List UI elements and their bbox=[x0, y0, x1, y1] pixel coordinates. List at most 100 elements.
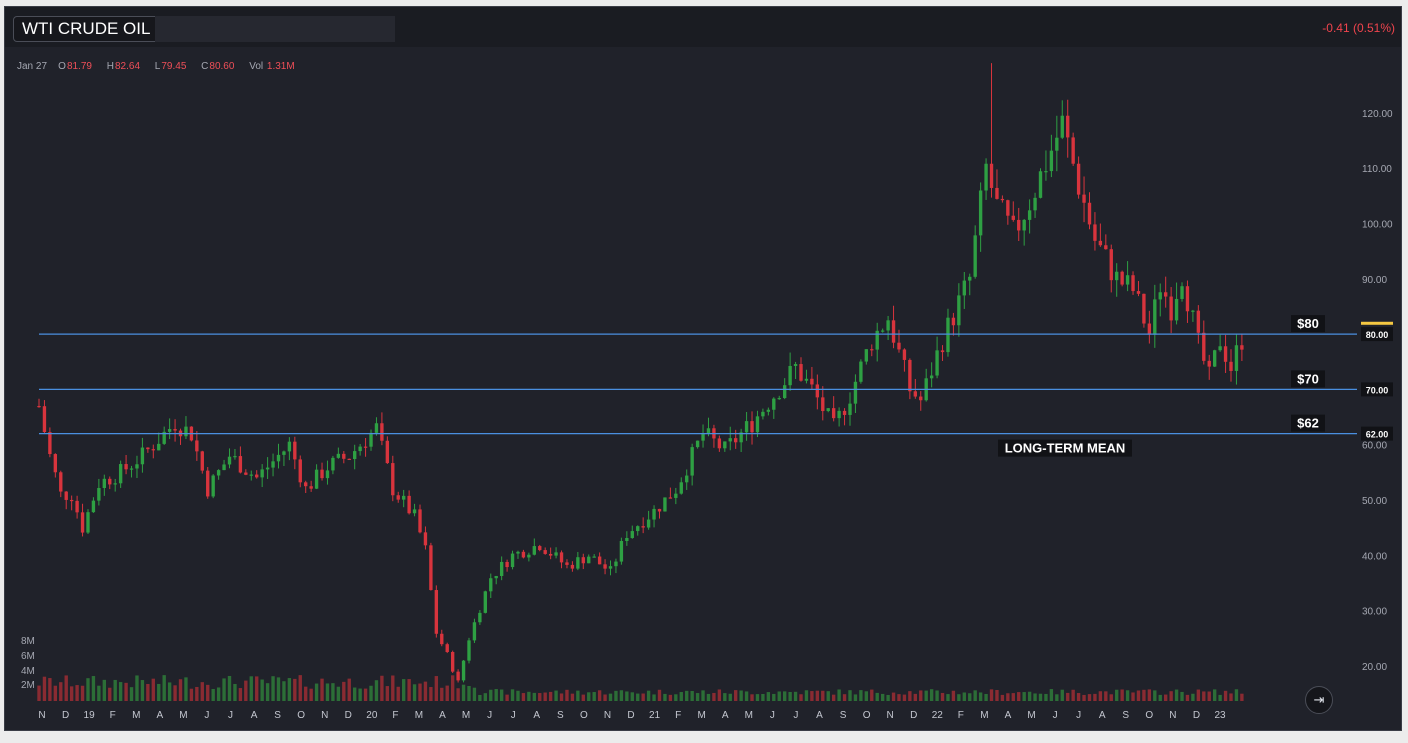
volume-bar bbox=[826, 691, 830, 701]
volume-bar bbox=[799, 694, 803, 701]
candle-body bbox=[597, 556, 602, 565]
volume-bar bbox=[1169, 691, 1173, 701]
candle-body bbox=[701, 433, 705, 441]
volume-bar bbox=[723, 693, 727, 701]
high-label: H bbox=[106, 61, 114, 72]
volume-bar bbox=[80, 685, 85, 701]
volume-bar bbox=[238, 688, 243, 701]
candle-body bbox=[423, 532, 428, 546]
volume-bar bbox=[1164, 694, 1168, 701]
candle-body bbox=[728, 438, 732, 442]
volume-bar bbox=[1087, 694, 1092, 701]
price-chart[interactable]: 20.00 30.00 40.00 50.00 60.00 70.00 80.00 90.00… bbox=[5, 7, 1401, 730]
volume-bar bbox=[320, 678, 324, 701]
candle-body bbox=[543, 550, 547, 554]
volume-bar bbox=[554, 690, 558, 701]
volume-bar bbox=[587, 692, 591, 701]
candle-body bbox=[151, 449, 155, 451]
candle-body bbox=[445, 644, 449, 653]
volume-bar bbox=[565, 689, 569, 701]
axis-price-tag-bg bbox=[1361, 382, 1393, 397]
candle-body bbox=[37, 405, 41, 408]
x-tick-label: D bbox=[62, 710, 69, 721]
volume-bar bbox=[668, 694, 673, 701]
x-tick-label: O bbox=[863, 710, 871, 721]
volume-bar bbox=[919, 690, 923, 701]
volume-bar bbox=[391, 675, 395, 701]
volume-bar bbox=[173, 685, 177, 701]
volume-bar bbox=[739, 690, 743, 701]
volume-bar bbox=[309, 688, 313, 701]
x-tick-label: D bbox=[345, 710, 352, 721]
volume-bar bbox=[1212, 689, 1217, 701]
candle-body bbox=[162, 431, 166, 444]
candle-body bbox=[1131, 275, 1135, 292]
volume-bar bbox=[717, 689, 722, 701]
volume-bar bbox=[875, 692, 879, 701]
candle-body bbox=[842, 410, 847, 415]
volume-bar bbox=[734, 690, 738, 701]
candle-body bbox=[1076, 163, 1081, 195]
candle-body bbox=[113, 483, 117, 485]
y-tick-label: 100.00 bbox=[1362, 220, 1393, 231]
volume-bar bbox=[1185, 694, 1190, 701]
x-tick-label: J bbox=[511, 710, 516, 721]
candle-body bbox=[755, 416, 760, 433]
volume-bar bbox=[440, 687, 444, 701]
volume-bar bbox=[559, 693, 564, 701]
candle-body bbox=[510, 553, 515, 568]
candle-body bbox=[978, 190, 983, 236]
candle-body bbox=[913, 391, 917, 397]
y-tick-label: 90.00 bbox=[1362, 275, 1387, 286]
candle-body bbox=[902, 349, 907, 360]
candle-body bbox=[336, 453, 341, 458]
volume-bar bbox=[189, 688, 194, 701]
volume-bar bbox=[59, 682, 63, 701]
candle-body bbox=[1006, 200, 1010, 216]
volume-bar bbox=[897, 694, 901, 701]
x-tick-label: F bbox=[675, 710, 681, 721]
x-tick-label: 20 bbox=[366, 710, 378, 721]
y-tick-label: 60.00 bbox=[1362, 441, 1387, 452]
candle-body bbox=[984, 163, 988, 191]
candle-body bbox=[646, 519, 651, 528]
volume-bar bbox=[287, 678, 292, 701]
candle-body bbox=[989, 163, 994, 188]
candle-body bbox=[848, 403, 852, 415]
volume-bar bbox=[788, 691, 792, 701]
volume-bar bbox=[113, 679, 117, 701]
candle-body bbox=[717, 438, 722, 449]
exit-fullscreen-button[interactable]: ⇥ bbox=[1305, 686, 1333, 714]
ohlc-readout: Jan 27 O81.79 H82.64 L79.45 C80.60 Vol 1… bbox=[17, 61, 307, 72]
x-tick-label: J bbox=[228, 710, 233, 721]
candle-body bbox=[298, 459, 302, 483]
x-tick-label: O bbox=[580, 710, 588, 721]
candle-body bbox=[391, 463, 395, 496]
volume-bar bbox=[712, 692, 716, 701]
candle-body bbox=[859, 361, 863, 382]
candle-body bbox=[157, 443, 161, 451]
volume-bar bbox=[1147, 689, 1152, 701]
volume-bar bbox=[450, 675, 455, 701]
candle-body bbox=[42, 406, 47, 433]
candle-body bbox=[777, 398, 781, 400]
volume-bar bbox=[1071, 689, 1075, 701]
volume-bar bbox=[538, 693, 542, 701]
volume-bar bbox=[744, 691, 749, 701]
volume-bar bbox=[385, 686, 390, 701]
candle-body bbox=[1120, 271, 1124, 285]
candle-body bbox=[799, 364, 803, 381]
volume-bar bbox=[973, 690, 977, 701]
axis-price-tag-bg bbox=[1361, 426, 1393, 441]
candle-body bbox=[685, 475, 689, 483]
volume-bar bbox=[369, 685, 373, 701]
x-tick-label: J bbox=[1053, 710, 1058, 721]
volume-bar bbox=[195, 686, 199, 701]
x-tick-label: A bbox=[533, 710, 540, 721]
candle-body bbox=[935, 350, 939, 376]
candle-body bbox=[625, 537, 629, 542]
volume-bar bbox=[374, 680, 379, 701]
candle-body bbox=[461, 660, 466, 681]
last-price-marker bbox=[1361, 321, 1393, 325]
volume-bar bbox=[750, 694, 754, 701]
